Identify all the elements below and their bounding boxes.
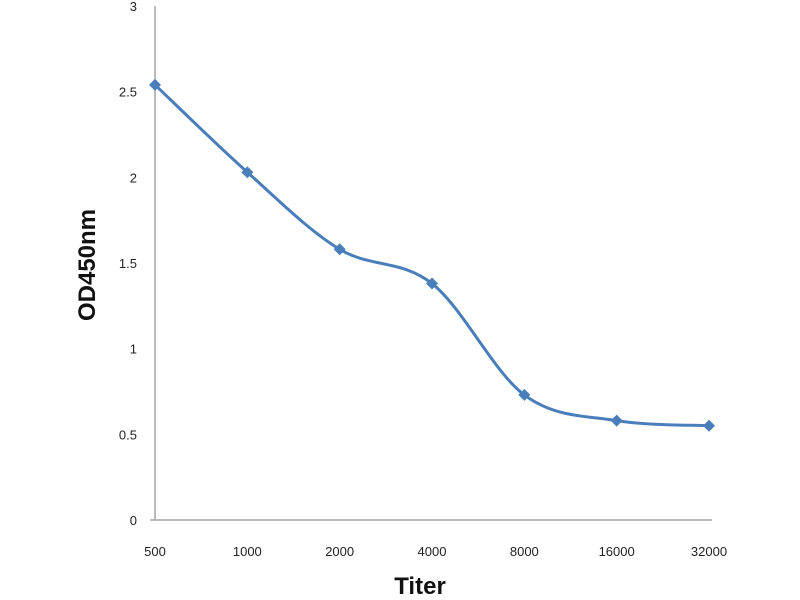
data-point-marker <box>518 388 531 401</box>
y-tick-label: 0.5 <box>119 427 137 442</box>
x-tick-label: 32000 <box>691 544 727 559</box>
data-point-marker <box>149 78 161 91</box>
data-point-marker <box>333 243 346 256</box>
y-tick-label: 0 <box>130 513 137 528</box>
y-tick-label: 3 <box>130 0 137 14</box>
x-tick-label: 1000 <box>233 544 262 559</box>
x-tick-label: 4000 <box>418 544 447 559</box>
x-tick-label: 500 <box>144 544 166 559</box>
y-axis-title: OD450nm <box>74 209 101 321</box>
data-point-marker <box>426 277 438 290</box>
y-tick-label: 1 <box>130 342 137 357</box>
x-tick-label: 16000 <box>599 544 635 559</box>
series-line <box>153 83 710 428</box>
data-point-marker <box>241 166 254 179</box>
data-point-marker <box>610 414 623 427</box>
x-tick-label: 8000 <box>510 544 539 559</box>
x-axis-title: Titer <box>394 573 446 600</box>
y-tick-label: 2 <box>130 170 137 185</box>
x-tick-label: 2000 <box>325 544 354 559</box>
data-point-marker <box>703 419 715 432</box>
y-tick-label: 2.5 <box>119 85 137 100</box>
y-tick-label: 1.5 <box>119 256 137 271</box>
